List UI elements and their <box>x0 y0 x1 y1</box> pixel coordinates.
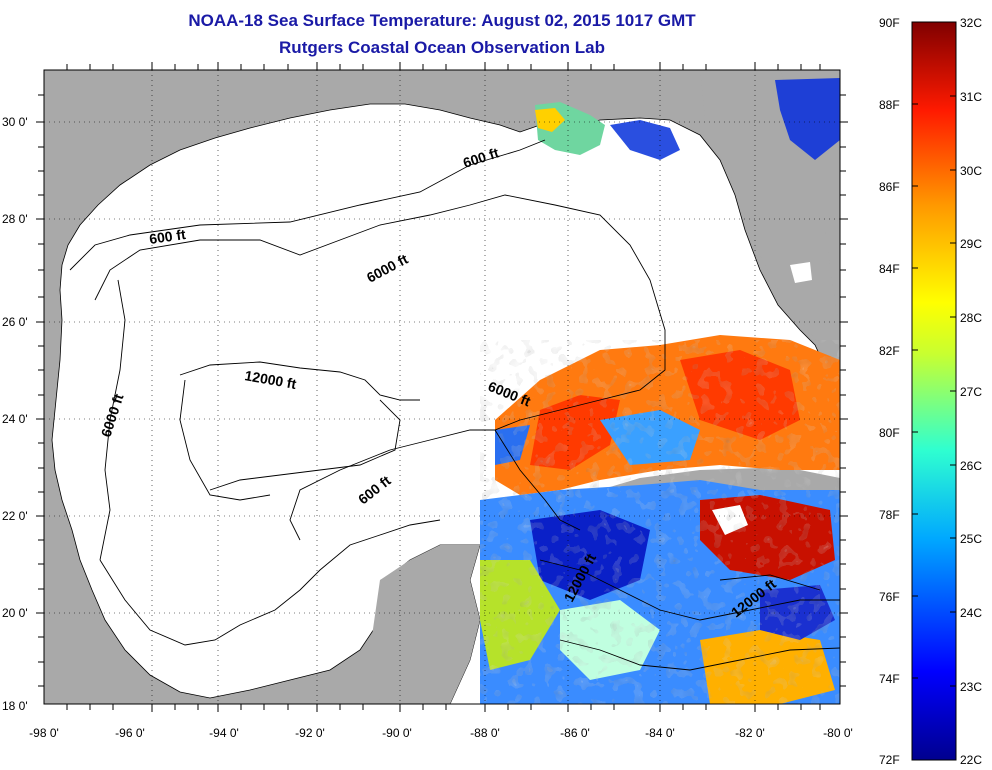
lat-label: 22 0' <box>2 509 28 523</box>
colorbar-c-label: 22C <box>960 753 982 767</box>
colorbar-f-label: 90F <box>879 16 900 30</box>
colorbar: 90F 88F 86F 84F 82F 80F 78F 76F 74F 72F … <box>879 16 982 767</box>
colorbar-c-label: 25C <box>960 532 982 546</box>
lon-label: -86 0' <box>560 726 590 740</box>
map-subtitle: Rutgers Coastal Ocean Observation Lab <box>279 38 605 57</box>
yucatan <box>370 545 480 704</box>
map-frame <box>43 69 841 705</box>
lon-label: -88 0' <box>470 726 500 740</box>
colorbar-c-label: 27C <box>960 385 982 399</box>
lat-label: 28 0' <box>2 212 28 226</box>
lat-label: 26 0' <box>2 315 28 329</box>
colorbar-gradient <box>911 21 957 761</box>
colorbar-f-label: 80F <box>879 426 900 440</box>
colorbar-f-label: 74F <box>879 672 900 686</box>
map-title: NOAA-18 Sea Surface Temperature: August … <box>188 11 696 30</box>
axis-ticks <box>36 62 848 712</box>
lat-label: 20 0' <box>2 606 28 620</box>
sst-data <box>480 78 840 704</box>
colorbar-f-label: 76F <box>879 590 900 604</box>
colorbar-c-label: 31C <box>960 90 982 104</box>
colorbar-c-label: 30C <box>960 164 982 178</box>
colorbar-c-label: 32C <box>960 16 982 30</box>
colorbar-f-label: 86F <box>879 180 900 194</box>
graticule <box>44 70 840 704</box>
lat-label: 18 0' <box>2 699 28 713</box>
map-area: 600 ft 600 ft 6000 ft 12000 ft 6000 ft 6… <box>44 70 840 704</box>
colorbar-c-label: 23C <box>960 680 982 694</box>
celsius-labels: 32C 31C 30C 29C 28C 27C 26C 25C 24C 23C … <box>960 16 982 767</box>
lon-label: -98 0' <box>29 726 59 740</box>
colorbar-f-label: 88F <box>879 98 900 112</box>
colorbar-c-label: 26C <box>960 459 982 473</box>
colorbar-f-label: 72F <box>879 753 900 767</box>
latitude-labels: 30 0' 28 0' 26 0' 24 0' 22 0' 20 0' 18 0… <box>2 115 28 713</box>
lat-label: 30 0' <box>2 115 28 129</box>
lon-label: -96 0' <box>115 726 145 740</box>
bathymetry-contours <box>69 139 840 671</box>
lat-label: 24 0' <box>2 412 28 426</box>
fahrenheit-labels: 90F 88F 86F 84F 82F 80F 78F 76F 74F 72F <box>879 16 900 767</box>
lon-label: -82 0' <box>735 726 765 740</box>
lon-label: -92 0' <box>295 726 325 740</box>
lon-label: -90 0' <box>382 726 412 740</box>
lon-label: -94 0' <box>209 726 239 740</box>
lon-label: -80 0' <box>823 726 853 740</box>
colorbar-f-label: 78F <box>879 508 900 522</box>
lon-label: -84 0' <box>645 726 675 740</box>
contour-label: 600 ft <box>148 226 187 247</box>
colorbar-f-label: 82F <box>879 344 900 358</box>
colorbar-c-label: 24C <box>960 606 982 620</box>
colorbar-f-label: 84F <box>879 262 900 276</box>
colorbar-c-label: 29C <box>960 237 982 251</box>
colorbar-c-label: 28C <box>960 311 982 325</box>
longitude-labels: -98 0' -96 0' -94 0' -92 0' -90 0' -88 0… <box>29 726 853 740</box>
